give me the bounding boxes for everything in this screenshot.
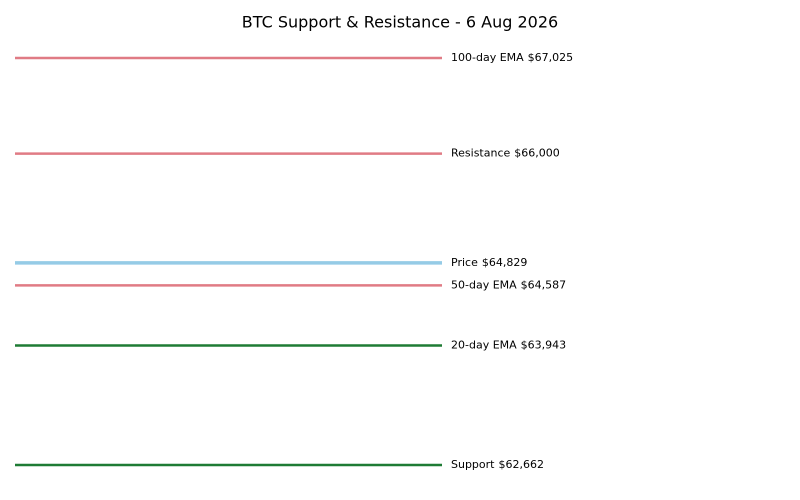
level-value: $66,000 [514, 147, 560, 160]
level-label: Price $64,829 [451, 256, 527, 269]
level-value: $62,662 [498, 458, 544, 471]
level-value: $63,943 [521, 339, 567, 352]
level-name: Support [451, 458, 495, 471]
level-label: Resistance $66,000 [451, 147, 560, 160]
level-name: Price [451, 256, 478, 269]
level-name: 100-day EMA [451, 51, 524, 64]
level-value: $64,829 [482, 256, 528, 269]
level-label: 100-day EMA $67,025 [451, 51, 573, 64]
level-value: $64,587 [521, 278, 567, 291]
level-value: $67,025 [528, 51, 574, 64]
level-label: Support $62,662 [451, 458, 544, 471]
chart-title: BTC Support & Resistance - 6 Aug 2026 [242, 13, 558, 32]
level-label: 50-day EMA $64,587 [451, 278, 566, 291]
level-name: Resistance [451, 147, 511, 160]
level-name: 20-day EMA [451, 339, 517, 352]
level-label: 20-day EMA $63,943 [451, 339, 566, 352]
level-name: 50-day EMA [451, 278, 517, 291]
